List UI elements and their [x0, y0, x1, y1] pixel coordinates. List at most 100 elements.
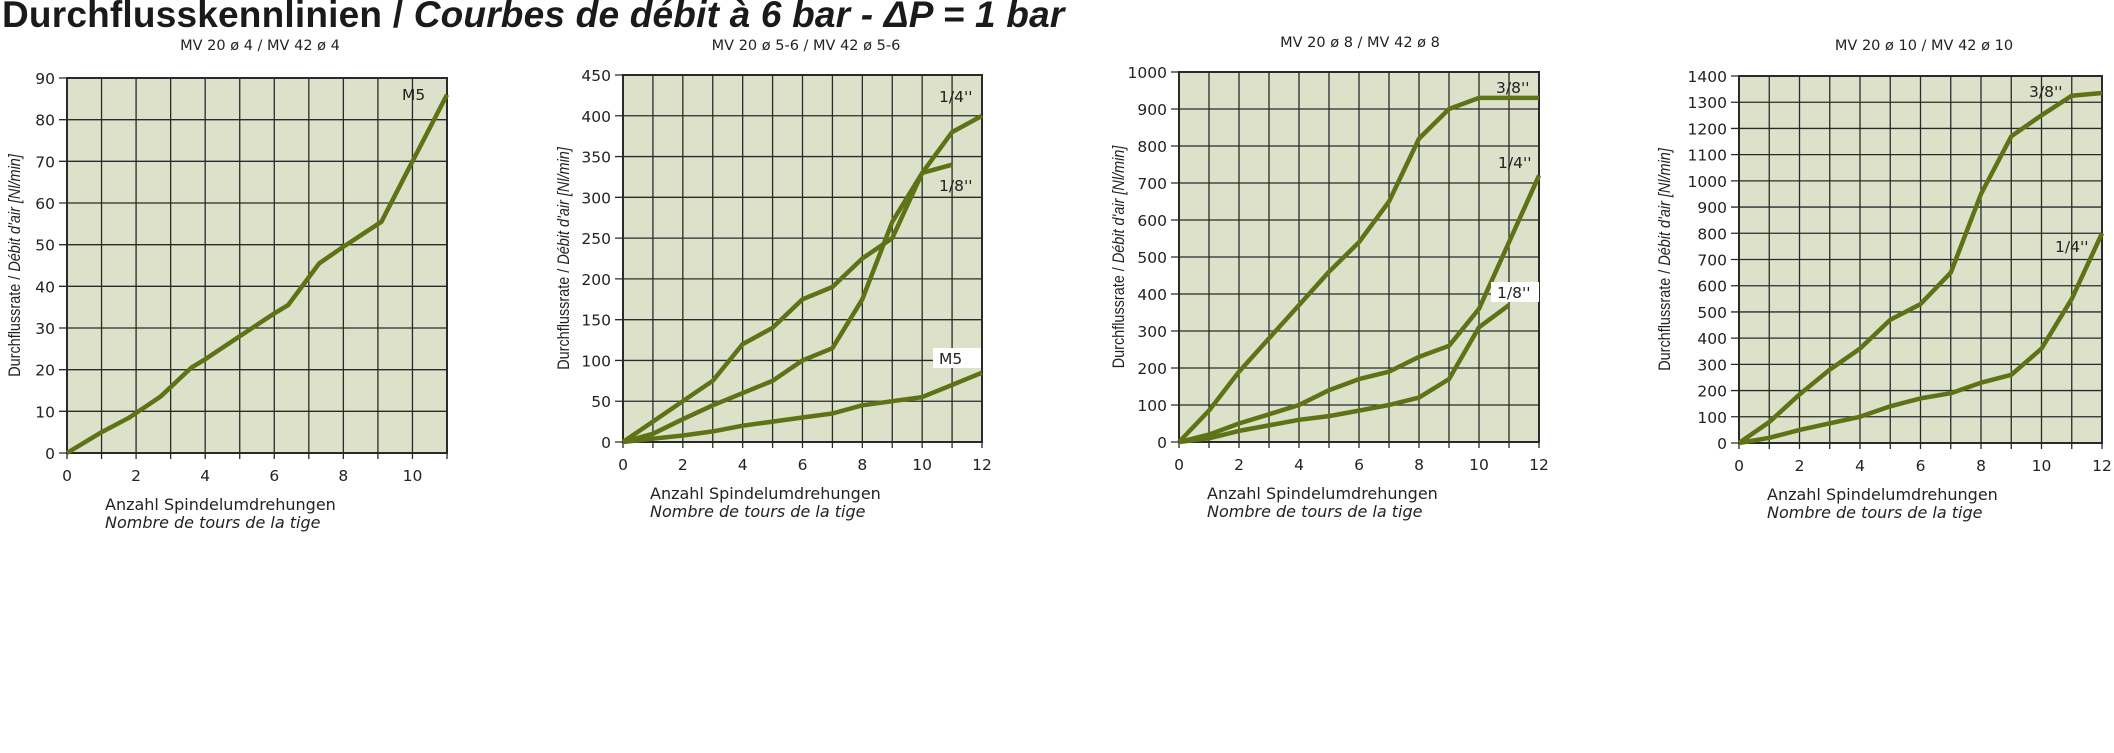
series-label: M5: [402, 86, 425, 104]
y-tick-label: 50: [35, 237, 55, 255]
y-axis-title: Durchflussrate / Débit d'air [Nl/min]: [6, 154, 24, 377]
y-tick-label: 450: [581, 67, 611, 85]
y-tick-label: 200: [1137, 360, 1167, 378]
chart-3: MV 20 ø 8 / MV 42 ø 80100200300400500600…: [1110, 35, 1549, 521]
x-tick-label: 8: [338, 467, 348, 485]
y-axis-title: Durchflussrate / Débit d'air [Nl/min]: [1110, 145, 1128, 368]
series-label: 1/4'': [2055, 238, 2088, 256]
y-tick-label: 0: [1717, 435, 1727, 453]
x-tick-label: 6: [269, 467, 279, 485]
plot-frame: [1738, 75, 2103, 444]
x-tick-label: 2: [678, 456, 688, 474]
page-title-fr: Courbes de débit à 6 bar - ΔP = 1 bar: [413, 0, 1065, 35]
x-tick-label: 8: [1976, 457, 1986, 475]
y-tick-label: 300: [1697, 356, 1727, 374]
series-label: 1/4'': [939, 88, 972, 106]
y-tick-label: 800: [1697, 225, 1727, 243]
x-tick-label: 4: [1294, 456, 1304, 474]
plot-frame: [1178, 71, 1540, 443]
x-tick-label: 4: [200, 467, 210, 485]
y-axis-title-de: Durchflussrate /: [1110, 263, 1128, 368]
series-label: 1/8'': [939, 177, 972, 195]
chart-4: MV 20 ø 10 / MV 42 ø 1001002003004005006…: [1656, 38, 2112, 522]
x-tick-label: 6: [1916, 457, 1926, 475]
y-tick-label: 1400: [1688, 68, 1727, 86]
y-tick-label: 900: [1137, 101, 1167, 119]
y-tick-label: 150: [581, 312, 611, 330]
series-label: 1/4'': [1498, 154, 1531, 172]
page-title-separator: /: [382, 0, 414, 35]
y-tick-label: 300: [1137, 323, 1167, 341]
x-axis-title-fr: Nombre de tours de la tige: [650, 502, 866, 521]
y-tick-label: 70: [35, 153, 55, 171]
series-line-38: [1177, 95, 1539, 444]
page-title: Durchflusskennlinien / Courbes de débit …: [2, 0, 1065, 36]
y-tick-label: 0: [45, 445, 55, 463]
x-tick-label: 6: [1354, 456, 1364, 474]
y-tick-label: 400: [1697, 330, 1727, 348]
y-tick-label: 0: [601, 434, 611, 452]
x-tick-label: 4: [1855, 457, 1865, 475]
y-tick-label: 600: [1697, 278, 1727, 296]
y-axis-title-de: Durchflussrate /: [1656, 266, 1674, 371]
y-tick-label: 1300: [1688, 94, 1727, 112]
x-tick-label: 2: [1795, 457, 1805, 475]
y-tick-label: 400: [581, 108, 611, 126]
x-tick-label: 12: [1529, 456, 1549, 474]
x-tick-label: 6: [798, 456, 808, 474]
x-tick-label: 12: [972, 456, 992, 474]
series-line-14: [1178, 174, 1542, 445]
series-line-18: [1178, 303, 1511, 445]
x-axis-title-fr: Nombre de tours de la tige: [1207, 502, 1423, 521]
x-axis-title-fr: Nombre de tours de la tige: [1767, 503, 1983, 522]
plot-frame: [66, 77, 448, 454]
y-tick-label: 10: [35, 403, 55, 421]
x-tick-label: 0: [1734, 457, 1744, 475]
x-tick-label: 10: [1469, 456, 1489, 474]
y-tick-label: 50: [591, 393, 611, 411]
series-line-M5: [65, 93, 449, 455]
x-tick-label: 8: [1414, 456, 1424, 474]
y-axis-title: Durchflussrate / Débit d'air [Nl/min]: [555, 147, 573, 370]
y-axis-title-fr: Débit d'air [Nl/min]: [6, 154, 24, 272]
y-tick-label: 800: [1137, 138, 1167, 156]
series-line-M5: [622, 370, 983, 445]
x-tick-label: 0: [1174, 456, 1184, 474]
series-label: 3/8'': [2029, 83, 2062, 101]
y-tick-label: 200: [1697, 383, 1727, 401]
series-line-18: [622, 162, 953, 445]
x-tick-label: 10: [2032, 457, 2052, 475]
chart-1: MV 20 ø 4 / MV 42 ø 40102030405060708090…: [6, 38, 449, 532]
y-tick-label: 60: [35, 195, 55, 213]
x-tick-label: 10: [912, 456, 932, 474]
y-axis-title: Durchflussrate / Débit d'air [Nl/min]: [1656, 148, 1674, 371]
page-title-de: Durchflusskennlinien: [2, 0, 383, 35]
y-tick-label: 500: [1137, 249, 1167, 267]
series-label-background: [1491, 282, 1539, 302]
y-tick-label: 200: [581, 271, 611, 289]
chart-title: MV 20 ø 8 / MV 42 ø 8: [1280, 35, 1440, 51]
series-line-38: [1737, 90, 2103, 445]
x-tick-label: 12: [2092, 457, 2112, 475]
y-tick-label: 900: [1697, 199, 1727, 217]
y-tick-label: 350: [581, 149, 611, 167]
y-tick-label: 500: [1697, 304, 1727, 322]
x-axis-title-de: Anzahl Spindelumdrehungen: [105, 495, 336, 514]
x-tick-label: 4: [738, 456, 748, 474]
series-label: 1/8'': [1497, 284, 1530, 302]
x-axis-title-de: Anzahl Spindelumdrehungen: [650, 484, 881, 503]
y-axis-title-fr: Débit d'air [Nl/min]: [555, 147, 573, 265]
y-axis-title-fr: Débit d'air [Nl/min]: [1656, 148, 1674, 266]
y-tick-label: 1000: [1688, 173, 1727, 191]
chart-title: MV 20 ø 10 / MV 42 ø 10: [1835, 38, 2013, 54]
y-tick-label: 100: [581, 352, 611, 370]
x-tick-label: 2: [131, 467, 141, 485]
y-tick-label: 1000: [1128, 64, 1167, 82]
y-tick-label: 30: [35, 320, 55, 338]
y-tick-label: 300: [581, 189, 611, 207]
y-tick-label: 1100: [1688, 147, 1727, 165]
x-tick-label: 2: [1234, 456, 1244, 474]
y-tick-label: 100: [1697, 409, 1727, 427]
y-tick-label: 100: [1137, 397, 1167, 415]
